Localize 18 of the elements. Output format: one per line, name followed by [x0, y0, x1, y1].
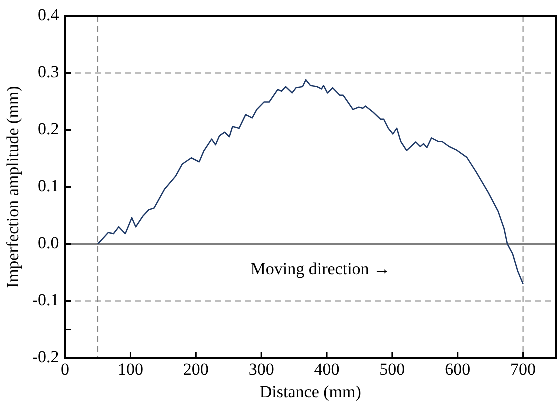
x-tick-label: 700 — [510, 360, 536, 379]
y-tick-label: 0.1 — [38, 176, 60, 196]
x-tick-label: 500 — [380, 360, 406, 379]
y-tick-label: -0.1 — [32, 290, 60, 310]
x-axis-title: Distance (mm) — [260, 382, 362, 402]
x-tick-label: 0 — [61, 360, 70, 379]
x-tick-label: 400 — [314, 360, 340, 379]
y-tick-label: 0.3 — [38, 62, 60, 82]
x-tick-label: 600 — [445, 360, 471, 379]
y-tick-label: 0.4 — [38, 6, 60, 25]
x-tick-label: 100 — [118, 360, 144, 379]
y-axis-title: Imperfection amplitude (mm) — [4, 86, 23, 288]
y-tick-label: 0.2 — [38, 120, 60, 139]
x-tick-label: 300 — [248, 360, 274, 379]
x-tick-label: 200 — [183, 360, 209, 379]
annotation: Moving direction → — [250, 260, 391, 279]
y-tick-label: -0.2 — [32, 348, 60, 367]
y-tick-label: 0.0 — [38, 234, 60, 253]
